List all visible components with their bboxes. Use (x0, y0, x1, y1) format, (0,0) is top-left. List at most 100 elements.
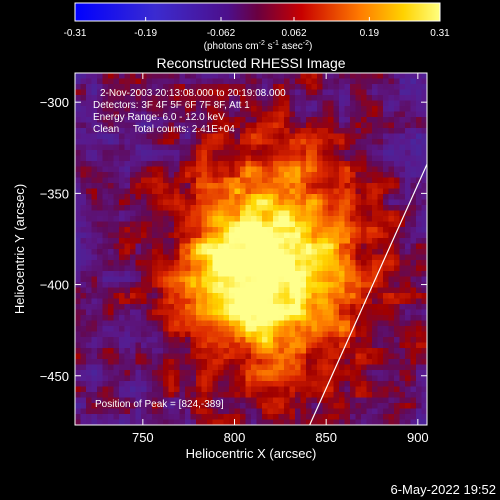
heatmap-cell (207, 260, 214, 267)
heatmap-cell (75, 84, 82, 91)
heatmap-cell (300, 414, 307, 421)
heatmap-cell (113, 133, 120, 140)
heatmap-cell (306, 199, 313, 206)
heatmap-cell (273, 84, 280, 91)
heatmap-cell (234, 331, 241, 338)
heatmap-cell (251, 150, 258, 157)
heatmap-cell (306, 271, 313, 278)
heatmap-cell (284, 95, 291, 102)
heatmap-cell (278, 238, 285, 245)
heatmap-cell (130, 106, 137, 113)
heatmap-cell (102, 139, 109, 146)
heatmap-cell (278, 414, 285, 421)
heatmap-cell (218, 128, 225, 135)
heatmap-cell (80, 353, 87, 360)
heatmap-cell (212, 249, 219, 256)
heatmap-cell (410, 227, 417, 234)
heatmap-cell (185, 122, 192, 129)
heatmap-cell (322, 106, 329, 113)
heatmap-cell (366, 199, 373, 206)
heatmap-cell (333, 342, 340, 349)
heatmap-cell (339, 133, 346, 140)
heatmap-cell (179, 89, 186, 96)
heatmap-cell (201, 282, 208, 289)
heatmap-cell (361, 205, 368, 212)
heatmap-cell (306, 414, 313, 421)
heatmap-cell (179, 254, 186, 261)
heatmap-cell (295, 155, 302, 162)
heatmap-cell (322, 342, 329, 349)
heatmap-cell (410, 337, 417, 344)
heatmap-cell (278, 265, 285, 272)
heatmap-cell (240, 166, 247, 173)
heatmap-cell (339, 254, 346, 261)
heatmap-cell (383, 353, 390, 360)
heatmap-cell (361, 342, 368, 349)
heatmap-cell (361, 144, 368, 151)
heatmap-cell (267, 304, 274, 311)
heatmap-cell (295, 342, 302, 349)
heatmap-cell (86, 172, 93, 179)
heatmap-cell (102, 315, 109, 322)
heatmap-cell (328, 282, 335, 289)
heatmap-cell (212, 320, 219, 327)
heatmap-cell (157, 320, 164, 327)
heatmap-cell (223, 221, 230, 228)
heatmap-cell (355, 177, 362, 184)
heatmap-cell (328, 364, 335, 371)
heatmap-cell (240, 320, 247, 327)
heatmap-cell (251, 419, 258, 425)
heatmap-cell (124, 249, 131, 256)
heatmap-cell (75, 392, 82, 399)
heatmap-cell (262, 100, 269, 107)
heatmap-cell (130, 315, 137, 322)
heatmap-cell (124, 199, 131, 206)
heatmap-cell (410, 172, 417, 179)
heatmap-cell (267, 276, 274, 283)
heatmap-cell (311, 100, 318, 107)
heatmap-cell (372, 139, 379, 146)
heatmap-cell (218, 309, 225, 316)
heatmap-cell (372, 227, 379, 234)
heatmap-cell (262, 298, 269, 305)
heatmap-cell (86, 331, 93, 338)
heatmap-cell (355, 188, 362, 195)
heatmap-cell (130, 265, 137, 272)
heatmap-cell (223, 260, 230, 267)
heatmap-cell (383, 89, 390, 96)
heatmap-cell (333, 265, 340, 272)
colorbar: -0.31 -0.19 -0.062 0.062 0.19 0.31 (photons c… (64, 2, 450, 52)
heatmap-cell (174, 155, 181, 162)
heatmap-cell (278, 210, 285, 217)
heatmap-cell (240, 265, 247, 272)
heatmap-cell (141, 106, 148, 113)
heatmap-cell (212, 381, 219, 388)
heatmap-cell (361, 392, 368, 399)
heatmap-cell (91, 166, 98, 173)
heatmap-cell (168, 78, 175, 85)
heatmap-cell (278, 276, 285, 283)
heatmap-cell (410, 254, 417, 261)
heatmap-cell (135, 89, 142, 96)
heatmap-cell (306, 315, 313, 322)
heatmap-cell (273, 370, 280, 377)
colorbar-tick-label: -0.062 (207, 28, 236, 39)
heatmap-cell (168, 194, 175, 201)
heatmap-cell (344, 326, 351, 333)
heatmap-cell (108, 161, 115, 168)
heatmap-cell (355, 205, 362, 212)
heatmap-cell (350, 111, 357, 118)
heatmap-cell (377, 276, 384, 283)
heatmap-cell (185, 342, 192, 349)
heatmap-cell (207, 364, 214, 371)
heatmap-cell (130, 359, 137, 366)
heatmap-cell (416, 199, 423, 206)
heatmap-cell (168, 238, 175, 245)
heatmap-cell (240, 276, 247, 283)
heatmap-cell (410, 155, 417, 162)
heatmap-cell (113, 309, 120, 316)
heatmap-cell (174, 216, 181, 223)
heatmap-cell (322, 359, 329, 366)
heatmap-cell (333, 161, 340, 168)
heatmap-cell (124, 386, 131, 393)
